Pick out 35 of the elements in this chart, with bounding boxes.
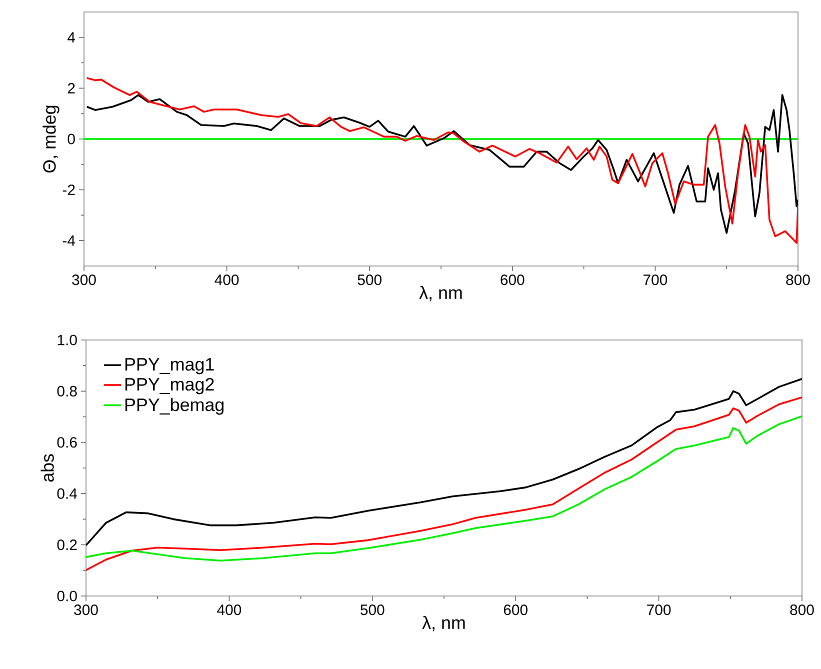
x-tick-label: 700 xyxy=(644,274,668,286)
x-tick-label: 500 xyxy=(360,604,384,616)
x-tick-label: 300 xyxy=(74,604,98,616)
line-series xyxy=(86,415,802,562)
line-series xyxy=(86,77,798,244)
x-tick-label: 700 xyxy=(647,604,671,616)
legend-label: PPY_mag1 xyxy=(125,358,214,374)
x-tick-label: 400 xyxy=(214,274,239,286)
y-tick-label: 0.6 xyxy=(57,437,77,448)
x-tick-label: 500 xyxy=(358,274,382,286)
x-tick-label: 800 xyxy=(786,274,810,286)
x-tick-label: 800 xyxy=(790,604,814,616)
y-tick-label: 4 xyxy=(68,32,76,43)
y-tick-label: 0.8 xyxy=(57,386,77,396)
y-tick-label: 0 xyxy=(68,134,75,144)
y-tick-label: 1.0 xyxy=(58,334,77,346)
x-axis-title: λ, nm xyxy=(422,616,465,632)
y-tick-label: 2 xyxy=(68,82,75,94)
legend-label: PPY_mag2 xyxy=(125,378,214,394)
line-series xyxy=(86,94,798,234)
x-tick-label: 600 xyxy=(500,274,524,286)
x-tick-label: 400 xyxy=(217,604,242,616)
y-tick-label: 0.0 xyxy=(57,590,77,602)
legend-label: PPY_bemag xyxy=(125,398,224,415)
y-tick-label: -4 xyxy=(62,235,76,246)
y-tick-label: -2 xyxy=(62,184,75,196)
x-tick-label: 600 xyxy=(504,604,528,616)
line-series xyxy=(86,396,802,572)
y-tick-label: 0.2 xyxy=(57,539,77,550)
x-tick-label: 300 xyxy=(72,274,96,286)
y-axis-title: Θ, mdeg xyxy=(42,106,60,173)
line-series xyxy=(86,378,802,546)
x-axis-title: λ, nm xyxy=(419,286,462,302)
y-tick-label: 0.4 xyxy=(57,488,78,499)
y-axis-title: abs xyxy=(40,454,54,482)
